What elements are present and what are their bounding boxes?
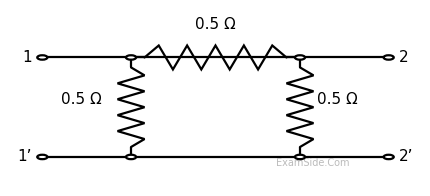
Circle shape	[294, 55, 304, 60]
Text: 2’: 2’	[398, 150, 413, 164]
Circle shape	[383, 55, 393, 60]
Circle shape	[294, 155, 304, 159]
Circle shape	[37, 55, 47, 60]
Text: 0.5 Ω: 0.5 Ω	[61, 92, 101, 107]
Circle shape	[126, 55, 136, 60]
Text: 0.5 Ω: 0.5 Ω	[316, 92, 357, 107]
Text: 1: 1	[22, 50, 32, 65]
Circle shape	[383, 155, 393, 159]
Circle shape	[37, 155, 47, 159]
Text: 0.5 Ω: 0.5 Ω	[195, 17, 235, 32]
Text: 1’: 1’	[17, 150, 32, 164]
Text: 2: 2	[398, 50, 408, 65]
Circle shape	[126, 155, 136, 159]
Text: ExamSide.Com: ExamSide.Com	[275, 158, 349, 168]
